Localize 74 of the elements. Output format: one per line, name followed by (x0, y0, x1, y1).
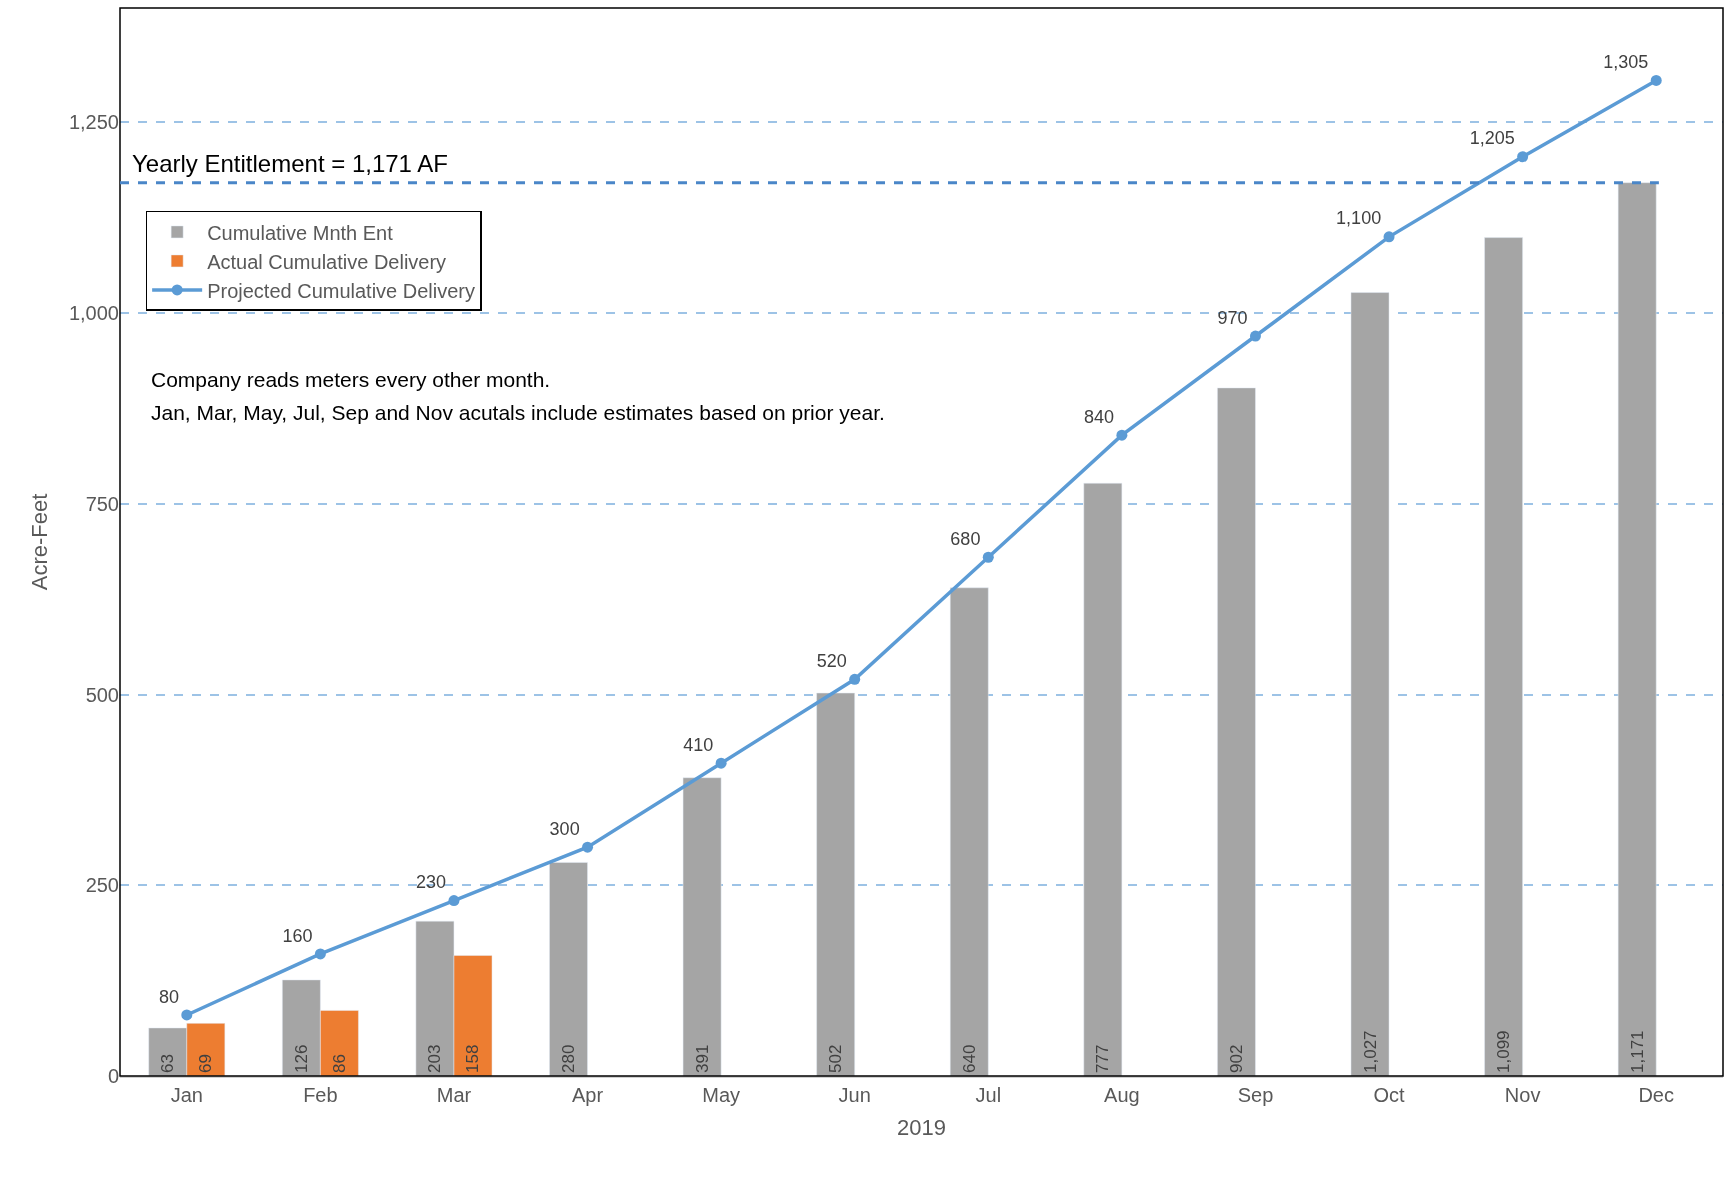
point (1517, 151, 1529, 163)
x-tick-label: Jul (975, 1084, 1002, 1106)
y-tick-label: 250 (85, 874, 119, 897)
data-label: 280 (559, 1044, 579, 1073)
annotation: Jan, Mar, May, Jul, Sep and Nov acutals include estimates based on prior year. (151, 401, 885, 424)
annotation: Company reads meters every other month. (151, 368, 551, 391)
bar (549, 862, 588, 1076)
x-axis-title: 2019 (897, 1115, 946, 1141)
point (1383, 231, 1395, 243)
bar (1617, 182, 1657, 1076)
point (1249, 330, 1261, 342)
data-label: 1,171 (1627, 1030, 1647, 1073)
bar (1484, 237, 1523, 1076)
data-label: 126 (291, 1044, 311, 1073)
x-tick-label: Dec (1638, 1084, 1674, 1106)
point (1650, 74, 1662, 86)
data-label: 160 (282, 925, 313, 946)
data-label: 840 (1083, 406, 1115, 427)
x-tick-label: Nov (1504, 1084, 1541, 1106)
point (1116, 429, 1128, 441)
x-tick-label: Jun (838, 1084, 871, 1106)
point (181, 1009, 193, 1021)
data-label: 300 (549, 818, 580, 839)
bar (816, 692, 855, 1076)
point (849, 673, 861, 685)
x-tick-label: May (702, 1084, 741, 1106)
data-label: 777 (1093, 1044, 1113, 1073)
data-label: 391 (692, 1044, 712, 1073)
bar (949, 587, 989, 1076)
data-label: 1,305 (1603, 52, 1649, 73)
x-tick-label: Oct (1373, 1084, 1406, 1106)
y-axis-title: Acre-Feet (26, 493, 52, 591)
data-label: 63 (158, 1054, 178, 1073)
data-label: 970 (1217, 307, 1248, 328)
legend-label: Actual Cumulative Delivery (207, 250, 447, 273)
legend-label: Cumulative Mnth Ent (207, 221, 394, 244)
point (715, 757, 727, 769)
x-tick-label: Apr (571, 1084, 604, 1106)
y-tick-label: 1,250 (68, 111, 119, 134)
bar (1217, 387, 1256, 1076)
data-label: 1,099 (1494, 1030, 1514, 1073)
bar (682, 777, 722, 1076)
point (582, 841, 594, 853)
data-label: 410 (683, 734, 714, 755)
data-label: 86 (329, 1054, 349, 1073)
x-tick-label: Feb (303, 1084, 338, 1106)
x-tick-label: Aug (1104, 1084, 1140, 1106)
y-tick-label: 750 (85, 492, 119, 515)
bar (1350, 292, 1390, 1076)
ref-line-label: Yearly Entitlement = 1,171 AF (132, 150, 448, 177)
point (982, 551, 994, 563)
data-label: 1,100 (1336, 208, 1382, 229)
data-label: 80 (158, 986, 179, 1007)
data-label: 203 (425, 1044, 445, 1073)
data-label: 680 (950, 528, 981, 549)
data-label: 158 (463, 1044, 483, 1073)
x-tick-label: Mar (436, 1084, 472, 1106)
data-label: 520 (816, 650, 847, 671)
point (448, 895, 460, 907)
y-tick-label: 0 (107, 1065, 119, 1087)
y-tick-label: 500 (85, 683, 119, 706)
data-label: 1,205 (1469, 128, 1515, 149)
x-tick-label: Sep (1237, 1084, 1274, 1106)
data-label: 230 (416, 872, 447, 893)
y-tick-label: 1,000 (68, 302, 119, 325)
point (314, 948, 326, 960)
legend-label: Projected Cumulative Delivery (207, 279, 476, 302)
data-label: 1,027 (1360, 1030, 1380, 1073)
bar (1083, 483, 1123, 1076)
x-tick-label: Jan (170, 1084, 203, 1106)
data-label: 502 (826, 1044, 846, 1073)
data-label: 69 (196, 1054, 216, 1073)
data-label: 640 (959, 1044, 979, 1073)
data-label: 902 (1226, 1044, 1246, 1073)
